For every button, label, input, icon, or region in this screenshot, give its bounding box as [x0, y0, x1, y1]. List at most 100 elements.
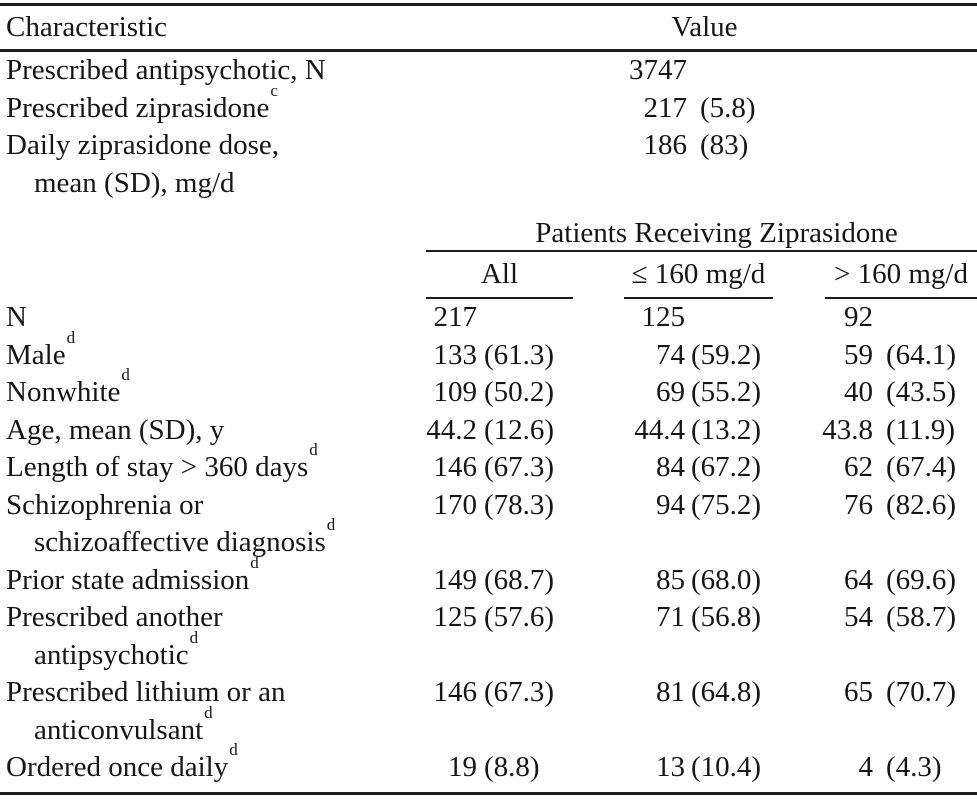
cell-percent: (12.6) — [484, 413, 555, 446]
row-label: Length of stay > 360 daysd — [6, 440, 318, 483]
value-cell: 217 (5.8) — [420, 90, 977, 128]
table-row: Prior state admissiond 149 (68.7) 85 (68.0… — [0, 552, 977, 600]
cell-number: 217 — [643, 91, 688, 124]
row-label: Prior state admissiond — [6, 552, 259, 596]
cell-percent: (70.7) — [886, 676, 957, 708]
cell-percent: (67.2) — [691, 451, 762, 483]
cell-percent — [477, 299, 484, 337]
table-row: Nonwhited 109 (50.2) 69 (55.2) 40 (43.5) — [0, 365, 977, 412]
header-characteristic: Characteristic — [6, 11, 168, 43]
cell-percent: (55.2) — [691, 376, 762, 408]
cell-number: 40 — [844, 376, 873, 408]
cell-number: 170 — [433, 488, 478, 521]
column-header-all: All — [426, 252, 573, 299]
cell-percent: (59.2) — [691, 338, 762, 371]
cell-percent: (56.8) — [691, 601, 762, 633]
value-cell: 64 (69.6) — [785, 562, 977, 600]
table-row: Length of stay > 360 daysd 146 (67.3) 84(… — [0, 440, 977, 487]
cell-percent — [687, 52, 700, 90]
cell-number: 85 — [656, 563, 685, 596]
value-cell: 44.2 (12.6) — [420, 412, 585, 450]
value-cell: 81 (64.8) — [585, 674, 785, 712]
cell-percent: (64.1) — [886, 338, 957, 371]
footnote-mark: c — [270, 80, 278, 100]
value-cell: 109 (50.2) — [420, 374, 585, 412]
row-label: Age, mean (SD), y — [6, 413, 225, 446]
cell-percent: (64.8) — [691, 676, 762, 708]
value-cell: 85 (68.0) — [585, 562, 785, 600]
subheader-cell: > 160 mg/d — [785, 252, 977, 299]
cell-number: 13 — [656, 751, 685, 783]
table-row: Prescribed lithium or an anticonvulsantd… — [0, 674, 977, 749]
cell-number: 71 — [656, 601, 685, 633]
cell-number: 217 — [433, 301, 478, 333]
value-cell: 19 (8.8) — [420, 749, 585, 787]
footnote-mark: d — [204, 702, 213, 722]
cell-number: 94 — [656, 488, 685, 521]
subheader-cell: ≤ 160 mg/d — [585, 252, 785, 299]
cell-number: 92 — [844, 301, 873, 333]
value-cell: 84 (67.2) — [585, 449, 785, 487]
cell-number: 69 — [656, 376, 685, 408]
header-rule — [0, 49, 977, 52]
cell-percent: (68.0) — [691, 563, 762, 596]
value-cell: 186 (83) — [420, 127, 977, 165]
cell-number: 59 — [844, 338, 873, 371]
footnote-mark: d — [189, 627, 199, 647]
part1-header-row: Characteristic Value — [0, 6, 977, 49]
cell-number: 125 — [433, 601, 478, 633]
cell-percent: (5.8) — [700, 91, 756, 124]
cell-percent: (68.7) — [484, 563, 555, 596]
table-row: Prescribed another antipsychoticd 125 (57… — [0, 599, 977, 674]
table-row: Age, mean (SD), y 44.2 (12.6) 44.4 (13.2) … — [0, 412, 977, 450]
table-row: Maled 133 (61.3) 74 (59.2) 59 (64.1) — [0, 329, 977, 375]
value-cell: 94 (75.2) — [585, 487, 785, 525]
footnote-mark: d — [66, 327, 76, 347]
header-value: Value — [671, 11, 738, 43]
value-cell: 125 (57.6) — [420, 599, 585, 637]
cell-percent: (10.4) — [691, 751, 762, 783]
cell-percent: (11.9) — [886, 413, 955, 446]
cell-number: 149 — [433, 563, 478, 596]
cell-percent: (50.2) — [484, 376, 555, 408]
row-label: N — [6, 301, 27, 333]
cell-number: 64 — [844, 563, 873, 596]
value-cell: 43.8 (11.9) — [785, 412, 977, 450]
cell-percent: (4.3) — [886, 751, 942, 783]
cell-number: 84 — [656, 451, 685, 483]
table-row: N 217 125 92 — [0, 299, 977, 337]
cell-number: 44.2 — [426, 413, 477, 446]
cell-number: 3747 — [629, 54, 687, 86]
value-cell: 62 (67.4) — [785, 449, 977, 487]
value-cell: 74 (59.2) — [585, 337, 785, 375]
table-row: Ordered once dailyd 19 (8.8) 13 (10.4) 4 (4… — [0, 740, 977, 787]
subheader-row: All ≤ 160 mg/d > 160 mg/d — [420, 252, 977, 299]
value-cell: 71 (56.8) — [585, 599, 785, 637]
row-label: Prescribed lithium or an anticonvulsantd — [0, 674, 420, 749]
value-cell: 65 (70.7) — [785, 674, 977, 712]
value-cell: 4 (4.3) — [785, 749, 977, 787]
cell-number: 62 — [844, 451, 873, 483]
value-cell: 170 (78.3) — [420, 487, 585, 525]
row-label: Nonwhited — [6, 365, 130, 408]
cell-number: 4 — [858, 751, 874, 783]
cell-percent: (67.3) — [484, 451, 555, 483]
cell-percent: (61.3) — [484, 338, 555, 371]
cell-number: 43.8 — [822, 413, 873, 446]
footnote-mark: d — [326, 515, 336, 535]
row-label: Prescribed another antipsychoticd — [0, 599, 420, 674]
subheader-cell: All — [420, 252, 585, 299]
column-header-le160: ≤ 160 mg/d — [624, 252, 773, 299]
row-label: Ordered once dailyd — [6, 740, 238, 783]
cell-number: 76 — [844, 488, 873, 521]
value-cell: 13 (10.4) — [585, 749, 785, 787]
value-cell: 54 (58.7) — [785, 599, 977, 637]
value-cell: 146 (67.3) — [420, 449, 585, 487]
value-cell: 146 (67.3) — [420, 674, 585, 712]
row-label: Prescribed antipsychotic, N — [6, 54, 326, 86]
row-label-line2: mean (SD), mg/d — [34, 166, 235, 199]
cell-number: 146 — [433, 676, 478, 708]
value-cell: 125 — [585, 299, 785, 337]
cell-percent: (75.2) — [691, 488, 762, 521]
